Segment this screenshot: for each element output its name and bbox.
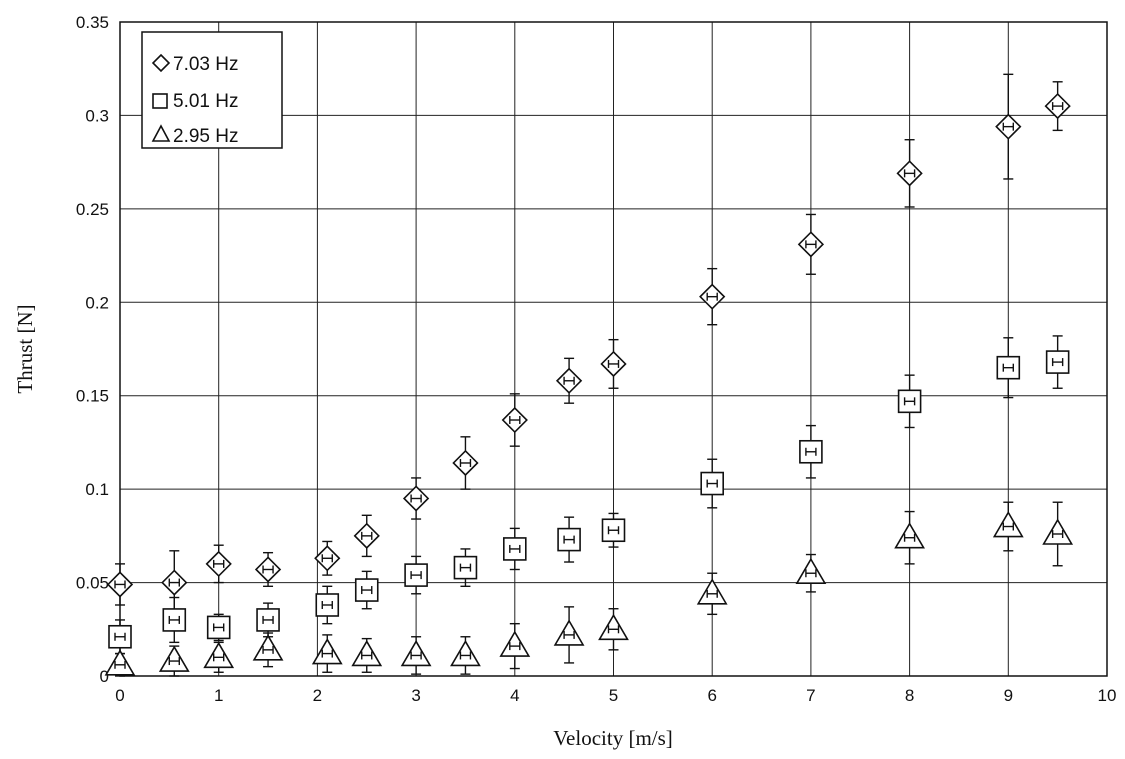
- data-point-triangle: [311, 637, 343, 665]
- y-tick-label: 0.1: [85, 480, 109, 499]
- x-error-bar: [903, 397, 916, 406]
- x-error-bar: [410, 651, 422, 660]
- x-error-bar: [509, 416, 521, 425]
- x-error-bar: [1051, 102, 1064, 111]
- x-tick-label: 3: [411, 686, 420, 705]
- legend: 7.03 Hz 5.01 Hz 2.95 Hz: [141, 31, 283, 149]
- x-tick-label: 5: [609, 686, 618, 705]
- x-tick-label: 1: [214, 686, 223, 705]
- data-point-triangle: [894, 522, 925, 549]
- data-point-triangle: [104, 649, 136, 676]
- x-tick-label: 8: [905, 686, 914, 705]
- x-tick-label: 7: [806, 686, 815, 705]
- x-tick-label: 10: [1098, 686, 1117, 705]
- x-tick-label: 9: [1004, 686, 1013, 705]
- x-error-bar: [114, 632, 126, 641]
- x-error-bar: [1002, 522, 1014, 531]
- legend-label-5-01-hz: 5.01 Hz: [173, 91, 238, 112]
- data-point-triangle: [400, 639, 432, 667]
- data-point-triangle: [992, 510, 1024, 538]
- x-error-bar: [321, 600, 333, 609]
- data-point-triangle: [351, 639, 383, 667]
- x-error-bar: [607, 625, 620, 634]
- data-point-triangle: [252, 634, 284, 661]
- legend-triangle-marker: [151, 124, 171, 142]
- legend-square-marker: [152, 93, 168, 109]
- y-tick-label: 0.15: [76, 387, 109, 406]
- y-tick-label: 0.25: [76, 200, 109, 219]
- x-error-bar: [114, 660, 126, 669]
- x-error-bar: [410, 494, 422, 503]
- data-point-triangle: [696, 578, 728, 605]
- y-axis-title: Thrust [N]: [13, 304, 37, 393]
- x-error-bar: [607, 359, 620, 368]
- x-error-bar: [509, 642, 521, 651]
- y-tick-label: 0: [100, 667, 109, 686]
- x-error-bar: [459, 651, 472, 660]
- x-error-bar: [262, 565, 274, 574]
- legend-label-2-95-hz: 2.95 Hz: [173, 126, 238, 147]
- x-error-bar: [262, 615, 274, 624]
- x-error-bar: [1051, 529, 1064, 538]
- data-point-triangle: [203, 641, 235, 669]
- x-error-bar: [903, 533, 916, 542]
- x-error-bar: [321, 554, 333, 563]
- plot-frame: [119, 21, 1108, 677]
- x-error-bar: [563, 376, 575, 385]
- legend-diamond-marker: [151, 53, 171, 73]
- error-bars: [115, 73, 1063, 677]
- y-tick-label: 0.3: [85, 106, 109, 125]
- legend-box: [141, 31, 283, 149]
- y-tick-label: 0.2: [85, 293, 109, 312]
- x-error-bar: [459, 458, 472, 467]
- x-error-bar: [903, 169, 916, 178]
- x-tick-label: 6: [707, 686, 716, 705]
- x-error-bar: [563, 535, 575, 544]
- x-error-bar: [361, 651, 373, 660]
- x-error-bar: [168, 615, 180, 624]
- data-point-triangle: [553, 619, 585, 646]
- x-error-bar: [262, 645, 274, 654]
- data-markers: [104, 92, 1074, 676]
- x-error-bar: [805, 569, 817, 578]
- x-tick-label: 0: [115, 686, 124, 705]
- data-point-triangle: [499, 630, 531, 657]
- x-error-bar: [321, 649, 333, 658]
- x-tick-label: 4: [510, 686, 519, 705]
- x-error-bar: [509, 544, 521, 553]
- x-error-bar: [168, 657, 180, 666]
- x-error-bar: [1002, 122, 1014, 131]
- x-error-bar: [706, 479, 718, 488]
- x-error-bar: [805, 240, 817, 249]
- data-point-triangle: [795, 557, 827, 585]
- data-point-triangle: [450, 639, 481, 667]
- data-point-triangle: [158, 645, 190, 672]
- x-error-bar: [168, 578, 180, 587]
- x-axis-title: Velocity [m/s]: [553, 726, 673, 750]
- x-error-bar: [212, 623, 225, 632]
- x-error-bar: [361, 531, 373, 540]
- x-error-bar: [706, 589, 718, 598]
- x-error-bar: [114, 580, 126, 589]
- data-point-triangle: [598, 613, 629, 641]
- x-error-bar: [361, 586, 373, 595]
- legend-label-7-03-hz: 7.03 Hz: [173, 54, 238, 75]
- x-error-bar: [410, 571, 422, 580]
- x-error-bar: [459, 563, 472, 572]
- x-error-bar: [1051, 358, 1064, 367]
- tick-labels: 0 1 2 3 4 5 6 7 8 9 10 0 0.05 0.1 0.15 0.2 0.25 0.3 0.35: [76, 13, 1117, 705]
- y-tick-label: 0.05: [76, 574, 109, 593]
- y-tick-label: 0.35: [76, 13, 109, 32]
- x-error-bar: [563, 630, 575, 639]
- x-error-bar: [1002, 363, 1014, 372]
- x-tick-label: 2: [313, 686, 322, 705]
- x-error-bar: [212, 559, 225, 568]
- data-point-triangle: [1042, 518, 1074, 545]
- x-error-bar: [805, 447, 817, 456]
- x-error-bar: [212, 653, 225, 662]
- x-error-bar: [607, 526, 620, 535]
- x-error-bar: [706, 292, 718, 301]
